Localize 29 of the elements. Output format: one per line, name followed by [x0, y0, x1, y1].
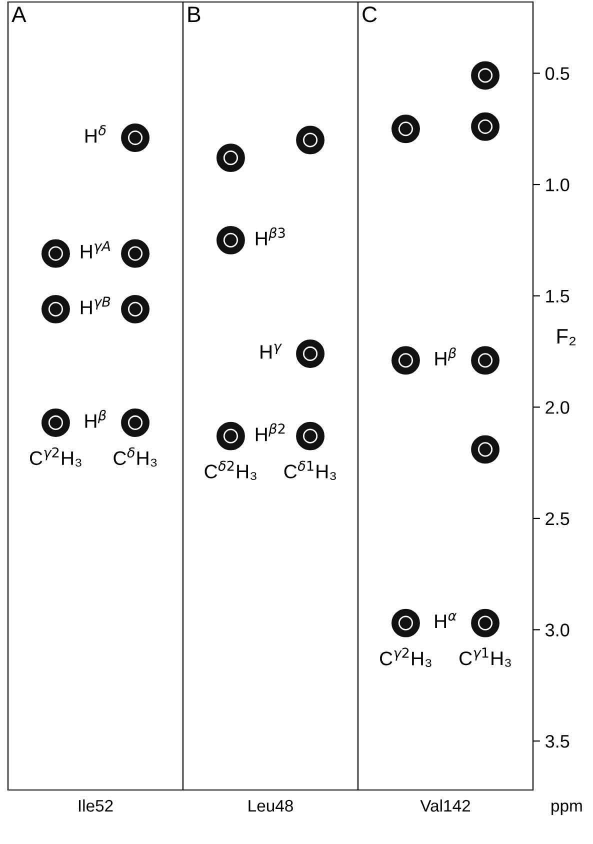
- y-tick-label: 2.5: [546, 512, 570, 526]
- annotation: H$^{δ}$: [86, 125, 106, 143]
- x-axis-title: Val142: [420, 799, 470, 812]
- category-label: C$^{δ}$H₃: [114, 447, 157, 467]
- category-label: C$^{δ1}$H₃: [284, 460, 336, 480]
- y-tick-label: 1.0: [546, 178, 570, 192]
- annotation: H$^{γB}$: [80, 296, 110, 314]
- chart-title: B: [188, 6, 200, 22]
- x-axis-title: Leu48: [248, 800, 293, 812]
- text: ppm: [552, 802, 582, 815]
- y-tick-label: 2.0: [546, 401, 570, 414]
- category-label: C$^{δ2}$H₃: [204, 460, 256, 480]
- x-axis-title: Ile52: [78, 799, 113, 812]
- annotation: H$^{β}$: [435, 348, 456, 366]
- annotation: H$^{β}$: [85, 410, 106, 428]
- annotation: H$^{γ}$: [260, 344, 282, 359]
- category-label: C$^{γ2}$H₃: [30, 447, 82, 467]
- annotation: H$^{β2}$: [256, 423, 285, 442]
- y-tick-label: 0.5: [546, 67, 570, 80]
- y-tick-label: 1.5: [546, 290, 570, 303]
- annotation: H$^{β3}$: [256, 227, 285, 246]
- y-axis-title: F₂: [557, 329, 576, 346]
- chart-title: A: [12, 6, 26, 22]
- y-tick-label: 3.5: [545, 734, 570, 748]
- chart-title: C: [362, 6, 377, 22]
- x-tick-label: C$^{γ1}$H₃: [460, 648, 511, 667]
- y-tick-label: 3.0: [545, 624, 570, 636]
- annotation: H$^{γA}$: [80, 241, 110, 258]
- annotation: H$^{α}$: [435, 612, 457, 628]
